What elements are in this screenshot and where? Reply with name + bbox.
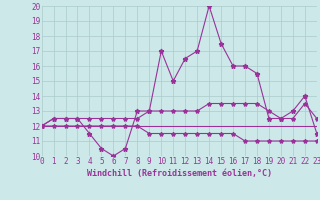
X-axis label: Windchill (Refroidissement éolien,°C): Windchill (Refroidissement éolien,°C) (87, 169, 272, 178)
